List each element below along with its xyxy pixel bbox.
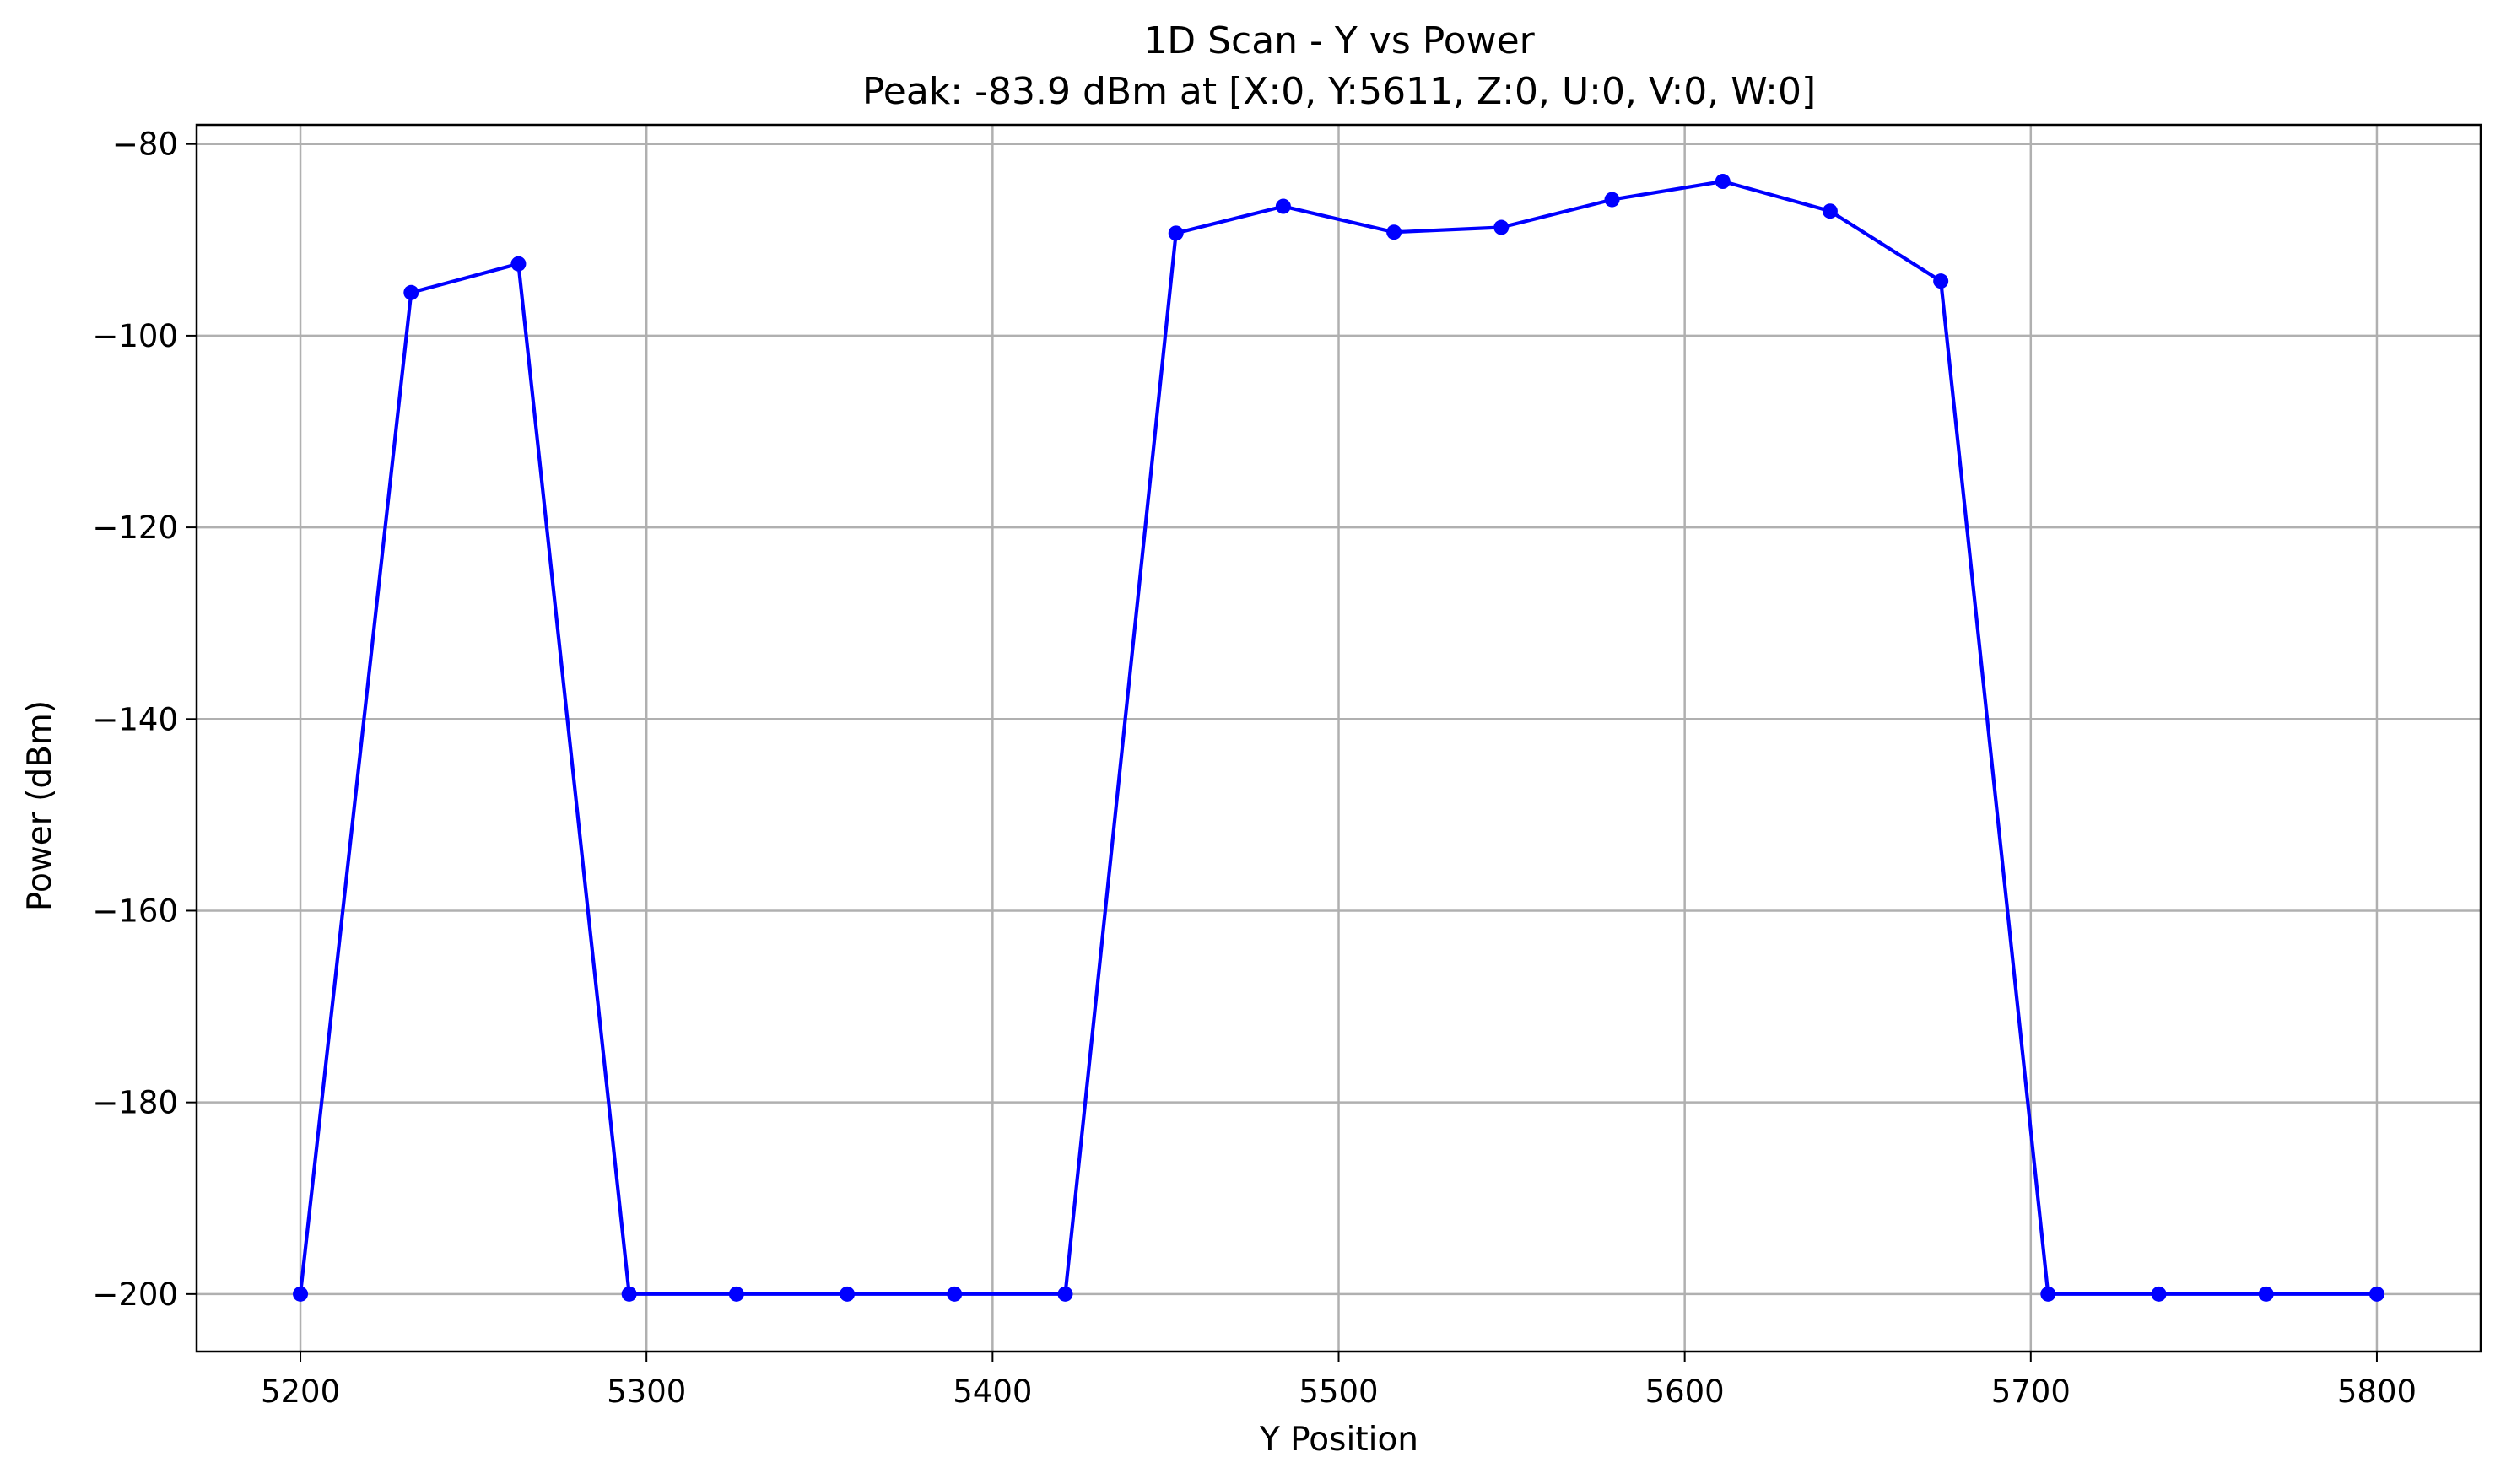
data-point (1275, 198, 1291, 214)
data-point (1168, 225, 1184, 241)
y-tick-label: −100 (92, 318, 178, 354)
x-tick-label: 5700 (1991, 1373, 2071, 1410)
chart-subtitle: Peak: -83.9 dBm at [X:0, Y:5611, Z:0, U:… (862, 70, 1816, 113)
y-tick-label: −160 (92, 893, 178, 929)
x-tick-label: 5500 (1299, 1373, 1378, 1410)
series-line (298, 179, 2377, 1296)
data-point (1822, 203, 1838, 219)
data-point (1493, 219, 1510, 235)
data-point (1386, 224, 1402, 240)
data-point (1715, 174, 1731, 190)
y-tick-label: −180 (92, 1085, 178, 1121)
plot-frame (195, 123, 2482, 1353)
grid-lines (197, 125, 2481, 1352)
chart-title: 1D Scan - Y vs Power (1143, 19, 1535, 62)
data-point (2368, 1286, 2384, 1302)
data-point (1604, 192, 1620, 208)
x-tick-label: 5300 (607, 1373, 686, 1410)
x-tick-label: 5600 (1645, 1373, 1725, 1410)
data-point (510, 256, 527, 272)
data-point (403, 284, 419, 300)
data-point (2040, 1286, 2056, 1302)
data-point (1933, 273, 1949, 289)
x-tick-label: 5200 (261, 1373, 340, 1410)
data-point (2258, 1286, 2274, 1302)
series-group (293, 174, 2384, 1302)
axis-ticks: 5200 5300 5400 5500 5600 5700 5800 −80 −100 −120 −… (92, 127, 2417, 1410)
x-tick-label: 5800 (2337, 1373, 2417, 1410)
data-point (840, 1286, 856, 1302)
data-point (2151, 1286, 2167, 1302)
y-tick-label: −80 (112, 127, 178, 163)
data-point (293, 1286, 309, 1302)
y-tick-label: −120 (92, 510, 178, 546)
data-point (728, 1286, 744, 1302)
x-tick-label: 5400 (953, 1373, 1032, 1410)
data-point (947, 1286, 963, 1302)
x-axis-label: Y Position (1259, 1421, 1418, 1459)
y-tick-label: −140 (92, 701, 178, 737)
data-point (621, 1286, 637, 1302)
y-axis-label: Power (dBm) (21, 700, 59, 911)
data-point (1057, 1286, 1073, 1302)
y-tick-label: −200 (92, 1276, 178, 1313)
